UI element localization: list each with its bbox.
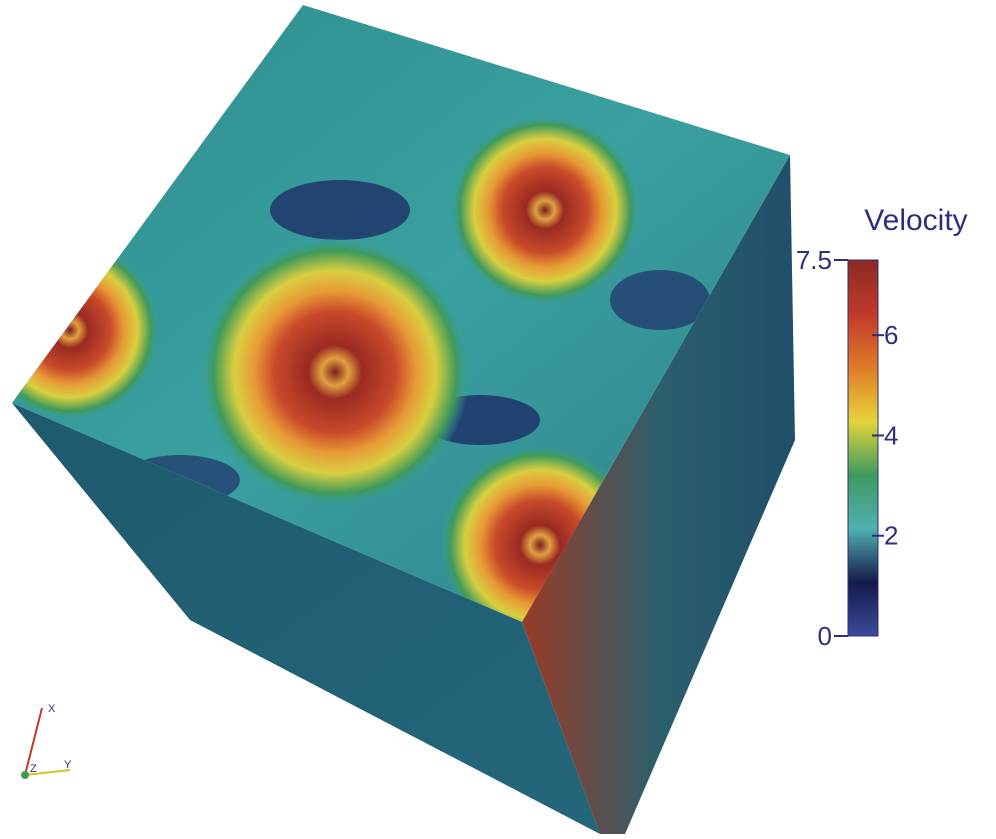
colorbar-bar: [847, 259, 879, 637]
cube-right-face: [522, 155, 795, 834]
tick-label: 2: [884, 521, 898, 551]
axis-label: Z: [30, 763, 37, 775]
range-label: 7.5: [796, 245, 832, 275]
axis-label: X: [48, 703, 56, 715]
colorbar-title: Velocity: [864, 204, 967, 237]
cube-left-face: [12, 403, 600, 834]
tick-label: 6: [884, 320, 898, 350]
cube: [12, 5, 795, 834]
range-label: 0: [818, 621, 832, 651]
axis-label: Y: [64, 759, 72, 771]
colorbar: Velocity 0 7.5 2 4 6: [796, 204, 968, 651]
tick-label: 4: [884, 420, 898, 450]
axes-triad: X Y Z: [21, 703, 72, 779]
